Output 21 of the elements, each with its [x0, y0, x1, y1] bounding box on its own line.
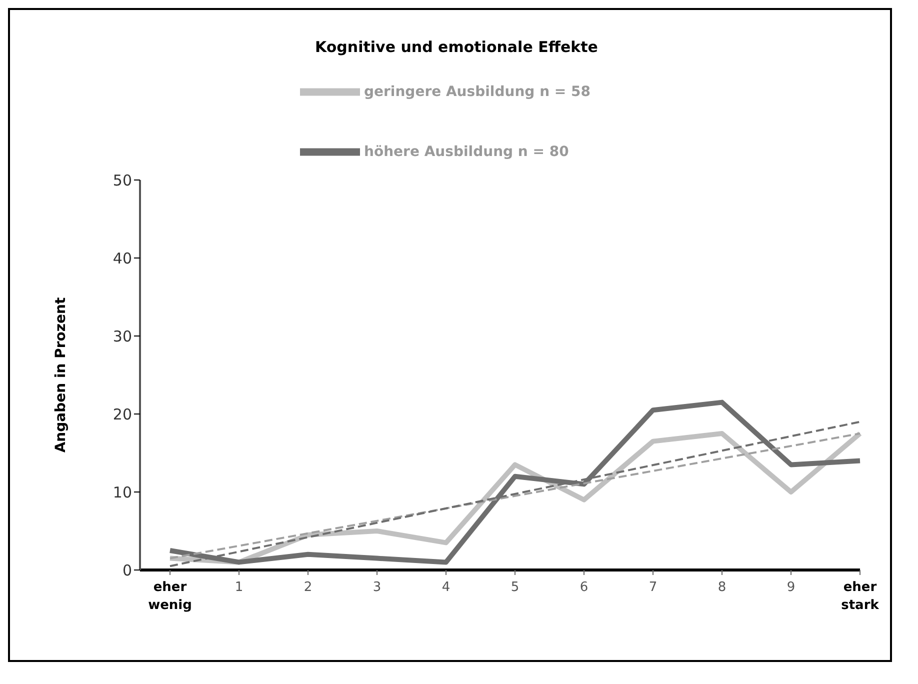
legend-label: höhere Ausbildung n = 80 [364, 144, 569, 160]
x-tick-label: 4 [442, 580, 450, 595]
chart-title: Kognitive und emotionale Effekte [315, 38, 598, 56]
x-tick-label: eher stark [841, 580, 880, 613]
x-tick-label: 9 [786, 580, 796, 595]
x-tick-label: 5 [510, 580, 520, 595]
x-tick-label: eher wenig [148, 580, 192, 613]
x-tick-label: 8 [718, 580, 726, 595]
y-tick-label: 20 [112, 405, 132, 424]
x-tick-label: 1 [234, 580, 244, 595]
y-tick-label: 30 [112, 327, 132, 346]
y-tick-label: 0 [122, 561, 132, 580]
y-tick-label: 40 [112, 249, 132, 268]
y-tick-label: 50 [112, 171, 132, 190]
x-tick-label: 2 [304, 580, 312, 595]
y-tick-label: 10 [112, 483, 132, 502]
x-tick-label: 3 [372, 580, 382, 595]
legend-label: geringere Ausbildung n = 58 [364, 84, 591, 100]
x-tick-label: 7 [648, 580, 658, 595]
y-axis-title: Angaben in Prozent [52, 297, 69, 453]
x-tick-label: 6 [580, 580, 588, 595]
